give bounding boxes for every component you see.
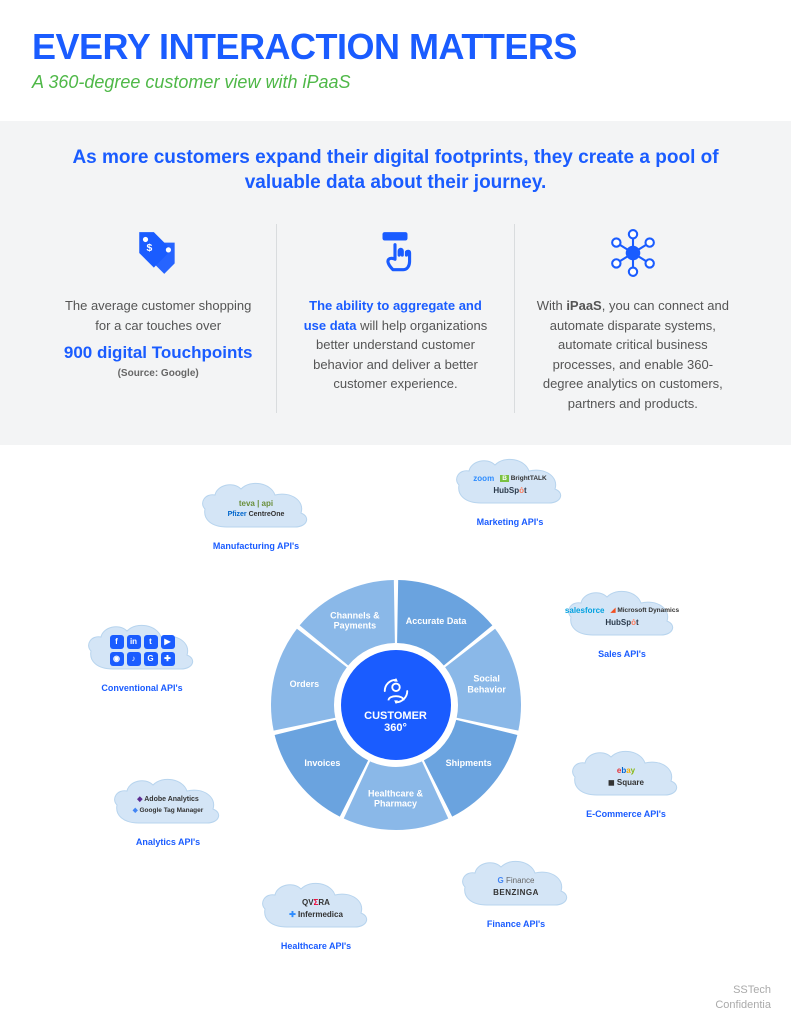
page-subtitle: A 360-degree customer view with iPaaS [32, 72, 759, 93]
logo-chip: HubSpỏt [493, 486, 526, 495]
logo-chip: B BrightTALK [500, 475, 547, 482]
logo-chip: ✚ Infermedica [289, 910, 343, 919]
page-title: EVERY INTERACTION MATTERS [32, 28, 759, 66]
cloud-logos: QVΣRA ✚ Infermedica [257, 875, 375, 937]
logo-chip: teva | api [239, 499, 273, 508]
logo-chip: ◢ Microsoft Dynamics [611, 606, 680, 614]
logo-chip: salesforce [565, 606, 605, 615]
cloud-label: Conventional API's [82, 683, 202, 693]
cloud-analytics: ◆ Adobe Analytics ◆ Google Tag Manager Ana… [108, 771, 228, 847]
cloud-logos: G Finance BENZINGA [457, 853, 575, 915]
network-icon [608, 228, 658, 278]
cloud-logos: ebay ◼ Square [567, 743, 685, 805]
col1-text: The average customer shopping for a car … [60, 296, 256, 335]
footer: SSTech Confidentia [715, 983, 771, 1012]
wheel-center: CUSTOMER 360° [341, 650, 451, 760]
logo-chip: ebay [617, 766, 635, 775]
logo-chip: ◼ Square [608, 778, 644, 787]
cloud-conventional: fint▶◉♪G✚ Conventional API's [82, 617, 202, 693]
cloud-label: E-Commerce API's [566, 809, 686, 819]
svg-text:$: $ [147, 243, 153, 254]
logo-chip: QVΣRA [302, 898, 330, 907]
cloud-ecommerce: ebay ◼ Square E-Commerce API's [566, 743, 686, 819]
logo-chip: ◆ Google Tag Manager [133, 806, 204, 814]
cloud-label: Finance API's [456, 919, 576, 929]
logo-chip: BENZINGA [493, 888, 539, 897]
col-touchpoints: $ The average customer shopping for a ca… [40, 224, 276, 413]
col2-text: The ability to aggregate and use data wi… [297, 296, 493, 394]
panel-lead: As more customers expand their digital f… [40, 145, 751, 216]
touch-icon [370, 228, 420, 278]
cloud-label: Sales API's [562, 649, 682, 659]
cloud-label: Manufacturing API's [196, 541, 316, 551]
cloud-finance: G Finance BENZINGA Finance API's [456, 853, 576, 929]
logo-chip: ◆ Adobe Analytics [137, 795, 199, 803]
cloud-label: Healthcare API's [256, 941, 376, 951]
intro-panel: As more customers expand their digital f… [0, 121, 791, 445]
cloud-manufacturing: teva | api Pfizer CentreOne Manufacturing … [196, 475, 316, 551]
cloud-label: Analytics API's [108, 837, 228, 847]
price-tags-icon: $ [133, 228, 183, 278]
customer-360-diagram: CUSTOMER 360° Channels & PaymentsAccurat… [0, 445, 791, 965]
col1-stat: 900 digital Touchpoints [64, 343, 253, 363]
col3-text: With iPaaS, you can connect and automate… [535, 296, 731, 413]
logo-chip: G Finance [498, 876, 535, 885]
cloud-logos: zoom B BrightTALK HubSpỏt [451, 451, 569, 513]
cloud-sales: salesforce ◢ Microsoft Dynamics HubSpỏt Sal… [562, 583, 682, 659]
cloud-label: Marketing API's [450, 517, 570, 527]
cloud-marketing: zoom B BrightTALK HubSpỏt Marketing API's [450, 451, 570, 527]
cloud-logos: ◆ Adobe Analytics ◆ Google Tag Manager [109, 771, 227, 833]
cloud-logos: salesforce ◢ Microsoft Dynamics HubSpỏt [563, 583, 681, 645]
col1-source: (Source: Google) [118, 366, 199, 381]
col-aggregate: The ability to aggregate and use data wi… [276, 224, 513, 413]
customer-icon [381, 676, 411, 706]
cloud-healthcare: QVΣRA ✚ Infermedica Healthcare API's [256, 875, 376, 951]
col-ipaas: With iPaaS, you can connect and automate… [514, 224, 751, 413]
cloud-logos: teva | api Pfizer CentreOne [197, 475, 315, 537]
logo-chip: Pfizer CentreOne [228, 511, 285, 518]
cloud-logos: fint▶◉♪G✚ [83, 617, 201, 679]
logo-chip: zoom [473, 474, 494, 483]
logo-chip: HubSpỏt [605, 618, 638, 627]
